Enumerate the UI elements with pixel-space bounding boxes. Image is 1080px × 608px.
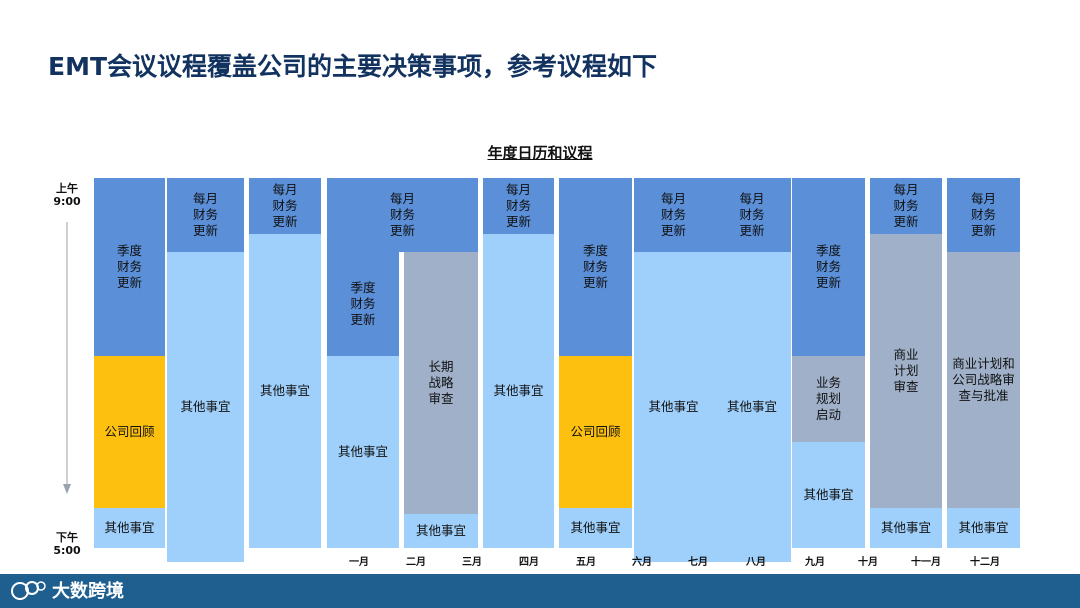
time-end-label: 下午 5:00 xyxy=(46,531,88,557)
time-arrow-icon xyxy=(63,222,71,494)
agenda-block: 季度 财务 更新 xyxy=(94,178,165,356)
footer-bar xyxy=(0,574,1080,608)
agenda-block: 每月 财务 更新 xyxy=(167,178,244,252)
agenda-block: 其他事宜 xyxy=(947,508,1020,548)
agenda-block: 其他事宜 xyxy=(94,508,165,548)
agenda-block: 其他事宜 xyxy=(870,508,942,548)
logo-icon xyxy=(11,581,46,600)
agenda-block: 其他事宜 xyxy=(483,234,554,548)
agenda-block: 每月 财务 更新 xyxy=(947,178,1020,252)
month-label: 九月 xyxy=(805,557,825,568)
agenda-block: 其他事宜 xyxy=(249,234,321,548)
month-label: 十二月 xyxy=(970,557,1000,568)
time-start-clock: 9:00 xyxy=(53,195,81,208)
month-label: 三月 xyxy=(462,557,482,568)
agenda-block: 其他事宜 xyxy=(559,508,632,548)
agenda-block: 每月 财务 更新 xyxy=(327,178,478,252)
agenda-block: 商业计划和 公司战略审 查与批准 xyxy=(947,252,1020,508)
agenda-block: 每月 财务 更新 xyxy=(713,178,791,252)
time-end-clock: 5:00 xyxy=(53,544,81,557)
month-label: 六月 xyxy=(632,557,652,568)
agenda-block: 其他事宜 xyxy=(404,514,478,548)
footer-logo: 大数跨境 xyxy=(10,576,124,604)
month-label: 四月 xyxy=(519,557,539,568)
time-start-period: 上午 xyxy=(56,182,78,195)
calendar-title: 年度日历和议程 xyxy=(487,144,593,162)
month-label: 十月 xyxy=(858,557,878,568)
agenda-block: 季度 财务 更新 xyxy=(559,178,632,356)
agenda-block: 其他事宜 xyxy=(327,356,399,548)
agenda-block: 每月 财务 更新 xyxy=(870,178,942,234)
agenda-block: 每月 财务 更新 xyxy=(483,178,554,234)
agenda-block: 公司回顾 xyxy=(94,356,165,508)
agenda-block: 商业 计划 审查 xyxy=(870,234,942,508)
agenda-block: 长期 战略 审查 xyxy=(404,252,478,514)
month-label: 七月 xyxy=(688,557,708,568)
month-label: 五月 xyxy=(576,557,596,568)
month-label: 二月 xyxy=(406,557,426,568)
agenda-block: 每月 财务 更新 xyxy=(634,178,713,252)
slide-title: EMT会议议程覆盖公司的主要决策事项，参考议程如下 xyxy=(48,52,658,81)
agenda-block: 公司回顾 xyxy=(559,356,632,508)
agenda-block: 其他事宜 xyxy=(167,252,244,562)
agenda-block: 每月 财务 更新 xyxy=(249,178,321,234)
agenda-block: 业务 规划 启动 xyxy=(792,356,865,442)
agenda-block: 季度 财务 更新 xyxy=(792,178,865,356)
agenda-block: 其他事宜 xyxy=(713,252,791,562)
agenda-block: 其他事宜 xyxy=(792,442,865,548)
time-start-label: 上午 9:00 xyxy=(46,182,88,208)
agenda-block: 季度 财务 更新 xyxy=(327,252,399,356)
month-label: 十一月 xyxy=(911,557,941,568)
logo-text: 大数跨境 xyxy=(52,581,124,602)
time-end-period: 下午 xyxy=(56,531,78,544)
agenda-block: 其他事宜 xyxy=(634,252,713,562)
month-label: 八月 xyxy=(746,557,766,568)
month-label: 一月 xyxy=(349,557,369,568)
